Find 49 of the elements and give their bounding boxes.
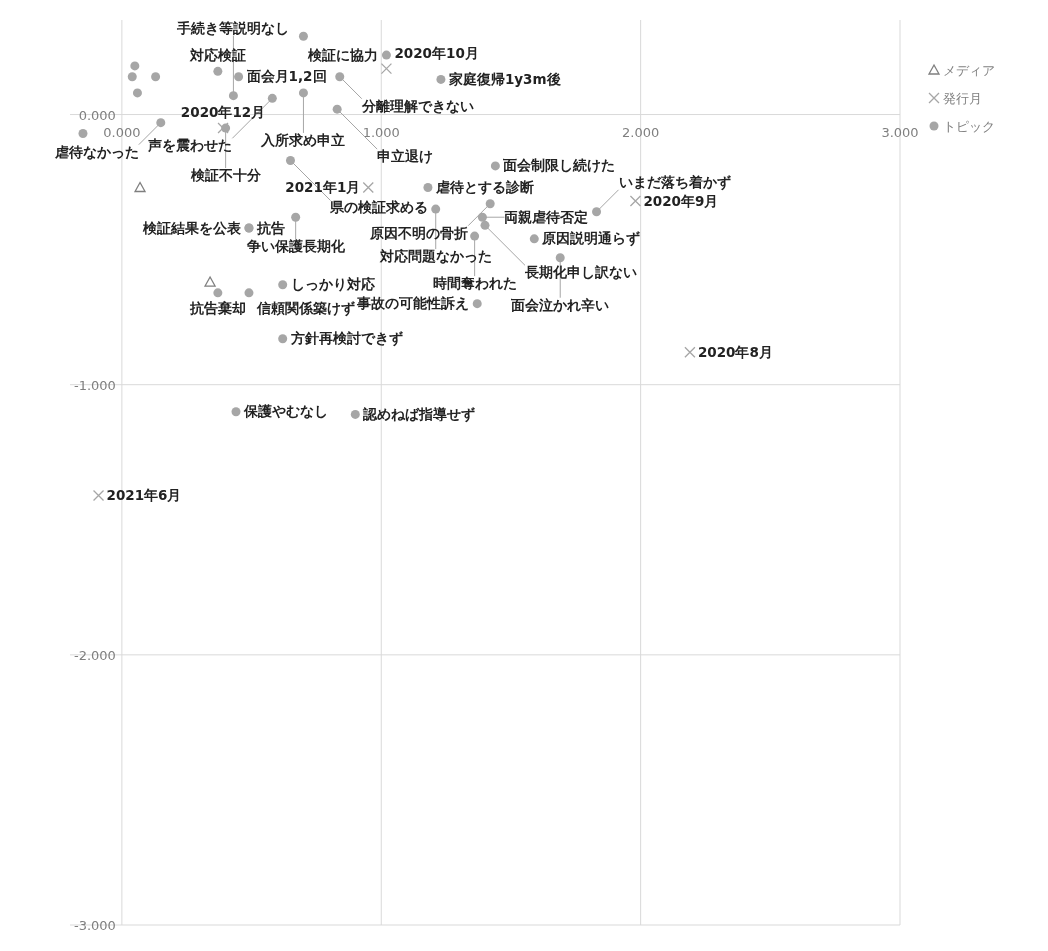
- annotation: 検証結果を公表: [141, 219, 242, 236]
- x-tick-label: 0.000: [103, 124, 141, 140]
- annotation: 2020年8月: [697, 343, 773, 360]
- y-tick-label: -1.000: [73, 377, 116, 393]
- annotation: 申立退け: [377, 148, 434, 165]
- annotation: 2020年9月: [643, 192, 719, 209]
- x-tick-label: 3.000: [881, 124, 919, 140]
- annotation: 方針再検討できず: [289, 330, 403, 348]
- annotation: 面会月1,2回: [245, 68, 327, 85]
- y-tick-label: -3.000: [73, 918, 116, 933]
- legend-label: トピック: [943, 119, 995, 134]
- annotation: 面会泣かれ辛い: [510, 296, 610, 313]
- annotation: しっかり対応: [290, 276, 375, 293]
- annotation: 声を震わせた: [147, 137, 233, 154]
- y-tick-label: -2.000: [73, 647, 116, 663]
- annotation: 対応問題なかった: [378, 248, 492, 265]
- annotation: 争い保護長期化: [245, 238, 346, 255]
- legend-label: メディア: [943, 63, 995, 78]
- annotation: 抗告棄却: [188, 299, 246, 316]
- annotation: 抗告: [255, 219, 285, 236]
- annotation: 虐待とする診断: [434, 178, 534, 195]
- annotation: 原因不明の骨折: [369, 224, 469, 241]
- annotation: 認めねば指導せず: [362, 405, 476, 423]
- y-tick-label: 0.000: [78, 107, 116, 123]
- annotation: 2020年10月: [394, 44, 479, 61]
- annotation: 手続き等説明なし: [176, 19, 290, 36]
- annotation: 事故の可能性訴え: [356, 295, 470, 312]
- annotation: 2021年1月: [285, 178, 361, 195]
- annotation: 入所求め申立: [260, 131, 346, 148]
- annotation: 両親虐待否定: [504, 208, 589, 225]
- annotation: 検証に協力: [307, 46, 379, 63]
- annotation: 分離理解できない: [360, 97, 474, 114]
- annotation: 信頼関係築けず: [255, 299, 355, 317]
- annotation: 長期化申し訳ない: [524, 264, 637, 281]
- annotation: 検証不十分: [189, 167, 262, 184]
- legend-label: 発行月: [943, 91, 982, 106]
- annotation: 保護やむなし: [243, 403, 328, 420]
- annotation: 虐待なかった: [53, 143, 139, 160]
- annotation: 対応検証: [188, 47, 246, 64]
- annotation: 2021年6月: [106, 486, 182, 503]
- annotation: 2020年12月: [180, 104, 266, 121]
- annotation: 県の検証求める: [329, 199, 429, 216]
- annotation: いまだ落ち着かず: [618, 173, 731, 191]
- x-tick-label: 1.000: [362, 124, 400, 140]
- annotation: 家庭復帰1y3m後: [447, 70, 561, 87]
- x-tick-label: 2.000: [622, 124, 660, 140]
- annotation: 面会制限し続けた: [502, 157, 616, 174]
- annotation: 原因説明通らず: [541, 230, 641, 248]
- annotation: 時間奪われた: [432, 275, 517, 292]
